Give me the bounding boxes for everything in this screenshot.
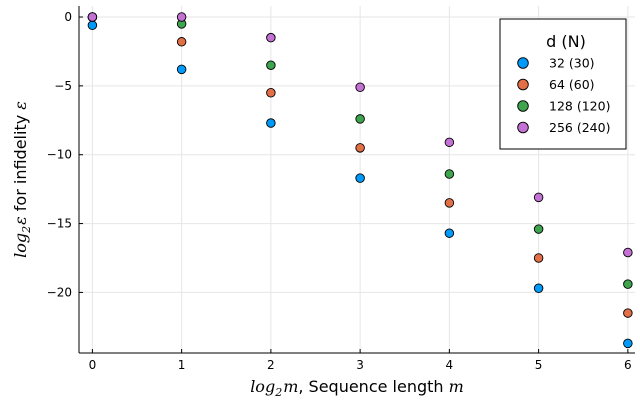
- point-series-2-6: [623, 279, 633, 289]
- point-series-0-0: [87, 20, 98, 31]
- point-series-0-5: [533, 283, 544, 294]
- y-tick-label-1: −5: [54, 79, 72, 93]
- x-axis-label-text: , Sequence length: [298, 377, 448, 396]
- legend-label-0: 32 (30): [549, 56, 595, 71]
- point-series-1-1: [176, 37, 187, 47]
- point-series-1-5: [533, 253, 544, 263]
- point-series-0-3: [355, 173, 365, 183]
- x-tick-label-6: 6: [624, 358, 632, 372]
- legend-label-2: 128 (120): [549, 99, 610, 114]
- point-series-3-1: [176, 12, 187, 22]
- x-axis-label-log: log: [250, 377, 275, 396]
- legend-marker-3: [517, 121, 529, 134]
- legend-marker-2: [517, 100, 529, 112]
- tick-labels: 0 1 2 3 4 5 6 0 −5 −10 −15 −20: [47, 10, 632, 372]
- x-tick-label-4: 4: [446, 358, 454, 372]
- point-series-3-4: [444, 137, 455, 148]
- y-axis-label: log2ε for infidelity ε: [11, 101, 33, 258]
- x-tick-label-3: 3: [356, 358, 364, 372]
- axes: [78, 6, 635, 354]
- y-tick-label-4: −20: [47, 285, 72, 299]
- x-tick-label-5: 5: [535, 358, 543, 372]
- x-axis-label: log2m, Sequence length m: [250, 377, 464, 399]
- legend-items: 32 (30) 64 (60) 128 (120) 256 (240): [517, 56, 610, 135]
- data-points: [87, 12, 633, 349]
- point-series-2-5: [533, 224, 544, 234]
- y-tick-label-3: −15: [47, 217, 72, 231]
- point-series-0-6: [623, 338, 633, 349]
- point-series-3-2: [266, 32, 276, 43]
- point-series-2-3: [355, 114, 365, 124]
- legend-label-3: 256 (240): [549, 120, 610, 135]
- legend-title: d (N): [546, 32, 586, 51]
- point-series-1-4: [444, 198, 455, 208]
- x-axis-label-sub: 2: [274, 386, 282, 399]
- legend-marker-1: [517, 78, 529, 91]
- point-series-3-5: [533, 192, 544, 203]
- y-tick-label-0: 0: [64, 10, 72, 24]
- x-axis-label-var: m: [283, 377, 298, 396]
- point-series-2-4: [444, 169, 455, 179]
- y-axis-label-sub: 2: [20, 226, 33, 234]
- legend-label-1: 64 (60): [549, 77, 595, 92]
- point-series-0-2: [266, 118, 276, 128]
- point-series-1-6: [623, 308, 633, 318]
- y-axis-label-suffix: ε: [11, 101, 30, 110]
- point-series-0-1: [176, 64, 187, 75]
- point-series-3-6: [623, 247, 633, 258]
- y-axis-label-var: ε: [11, 216, 30, 225]
- x-tick-label-0: 0: [89, 358, 97, 372]
- x-tick-label-2: 2: [267, 358, 275, 372]
- y-axis-label-text: for infidelity: [11, 110, 30, 217]
- y-axis-label-log: log: [11, 233, 30, 258]
- legend-marker-0: [517, 57, 529, 69]
- point-series-0-4: [444, 228, 455, 238]
- point-series-1-2: [266, 87, 276, 98]
- point-series-2-2: [266, 60, 276, 70]
- x-axis-label-suffix: m: [449, 377, 464, 396]
- point-series-3-0: [87, 12, 98, 22]
- y-tick-label-2: −10: [47, 148, 72, 162]
- legend: d (N) 32 (30) 64 (60) 128 (120) 256 (240): [499, 18, 627, 150]
- point-series-3-3: [355, 82, 365, 92]
- x-tick-label-1: 1: [178, 358, 186, 372]
- point-series-1-3: [355, 143, 365, 153]
